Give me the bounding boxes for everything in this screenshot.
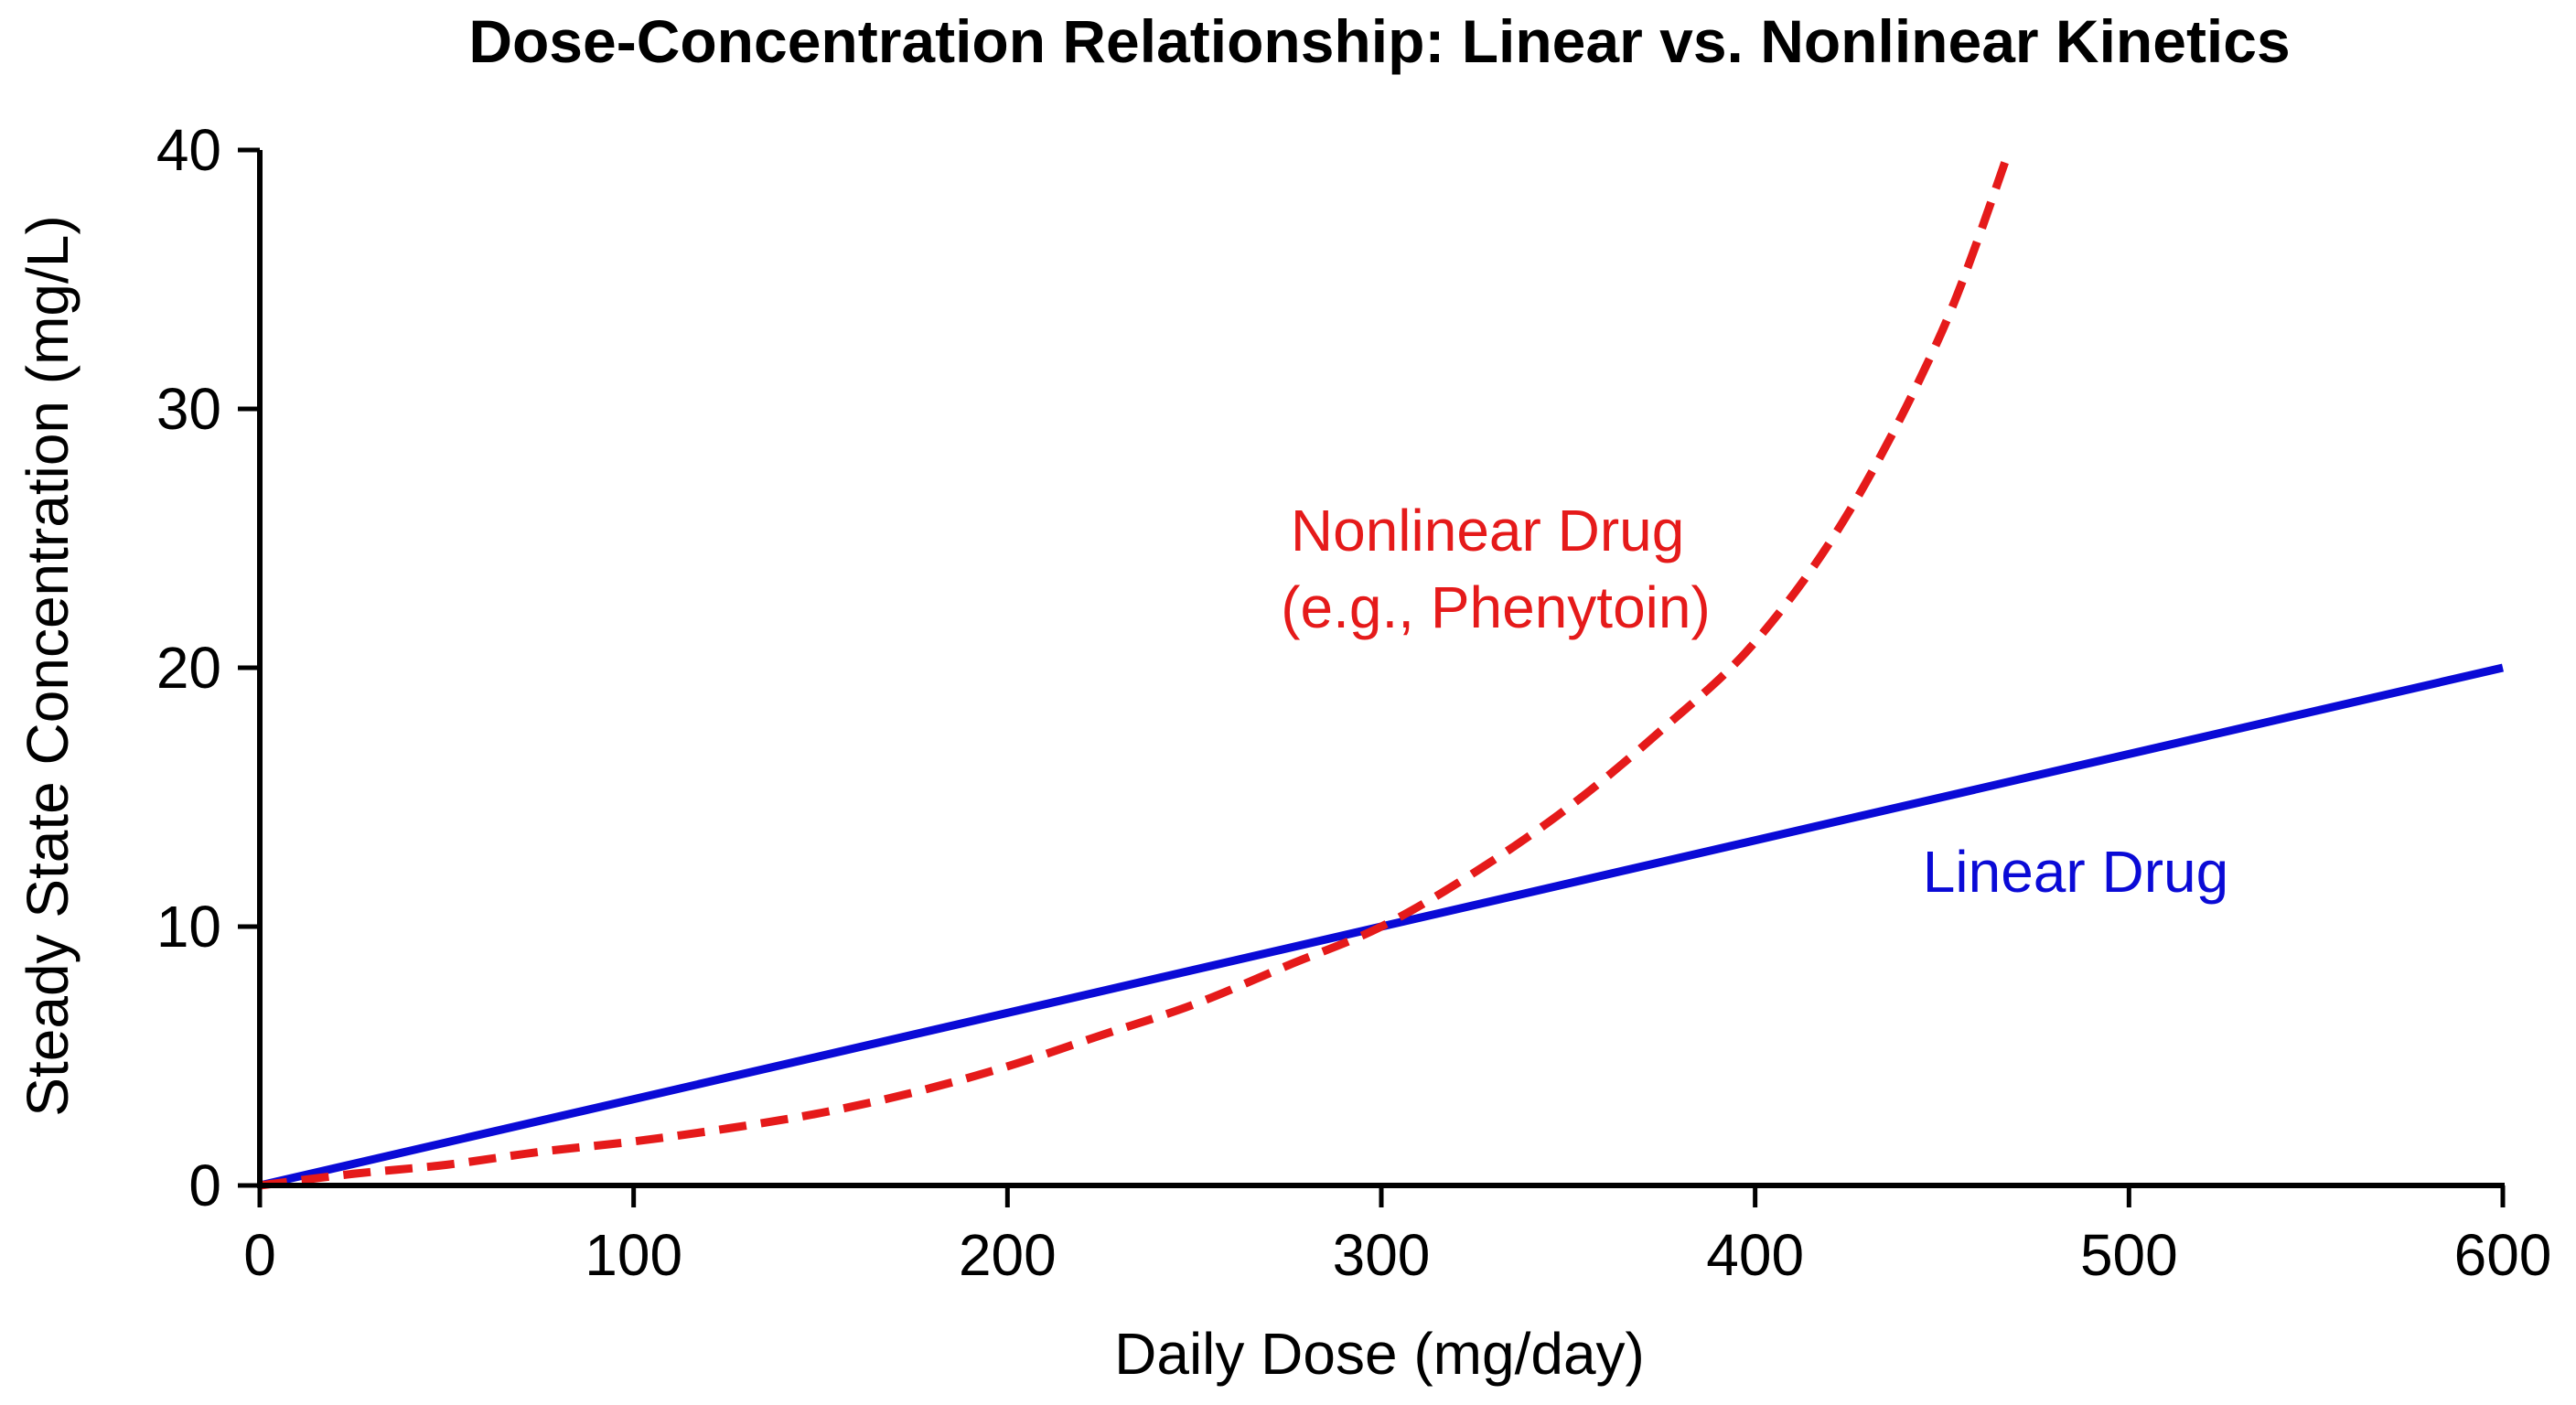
x-tick-label: 400	[1706, 1222, 1804, 1288]
y-tick-label: 20	[156, 635, 221, 701]
nonlinear-drug-line	[259, 148, 2013, 1190]
y-tick-label: 10	[156, 894, 221, 960]
nonlinear-annotation-line-2: (e.g., Phenytoin)	[1281, 574, 1711, 640]
x-axis-label: Daily Dose (mg/day)	[1114, 1321, 1645, 1387]
series-layer	[258, 148, 2505, 1190]
nonlinear-drug-annotation: Nonlinear Drug (e.g., Phenytoin)	[1281, 498, 1711, 640]
y-axis-label: Steady State Concentration (mg/L)	[15, 215, 80, 1116]
axes-layer	[257, 150, 2505, 1188]
x-tick-label: 0	[243, 1222, 276, 1288]
x-tick-label: 200	[959, 1222, 1057, 1288]
nonlinear-annotation-line-1: Nonlinear Drug	[1291, 498, 1684, 563]
linear-drug-annotation: Linear Drug	[1923, 839, 2228, 905]
x-tick-label: 600	[2454, 1222, 2552, 1288]
y-tick-label: 0	[188, 1153, 221, 1218]
x-tick-label: 300	[1333, 1222, 1431, 1288]
chart-title: Dose-Concentration Relationship: Linear …	[468, 7, 2290, 75]
x-tick-label: 100	[585, 1222, 682, 1288]
ticks-layer: 0 100 200 300 400 500 600 0 10 20 30 40	[156, 117, 2552, 1288]
x-tick-label: 500	[2080, 1222, 2178, 1288]
y-tick-label: 40	[156, 117, 221, 183]
y-tick-label: 30	[156, 376, 221, 442]
